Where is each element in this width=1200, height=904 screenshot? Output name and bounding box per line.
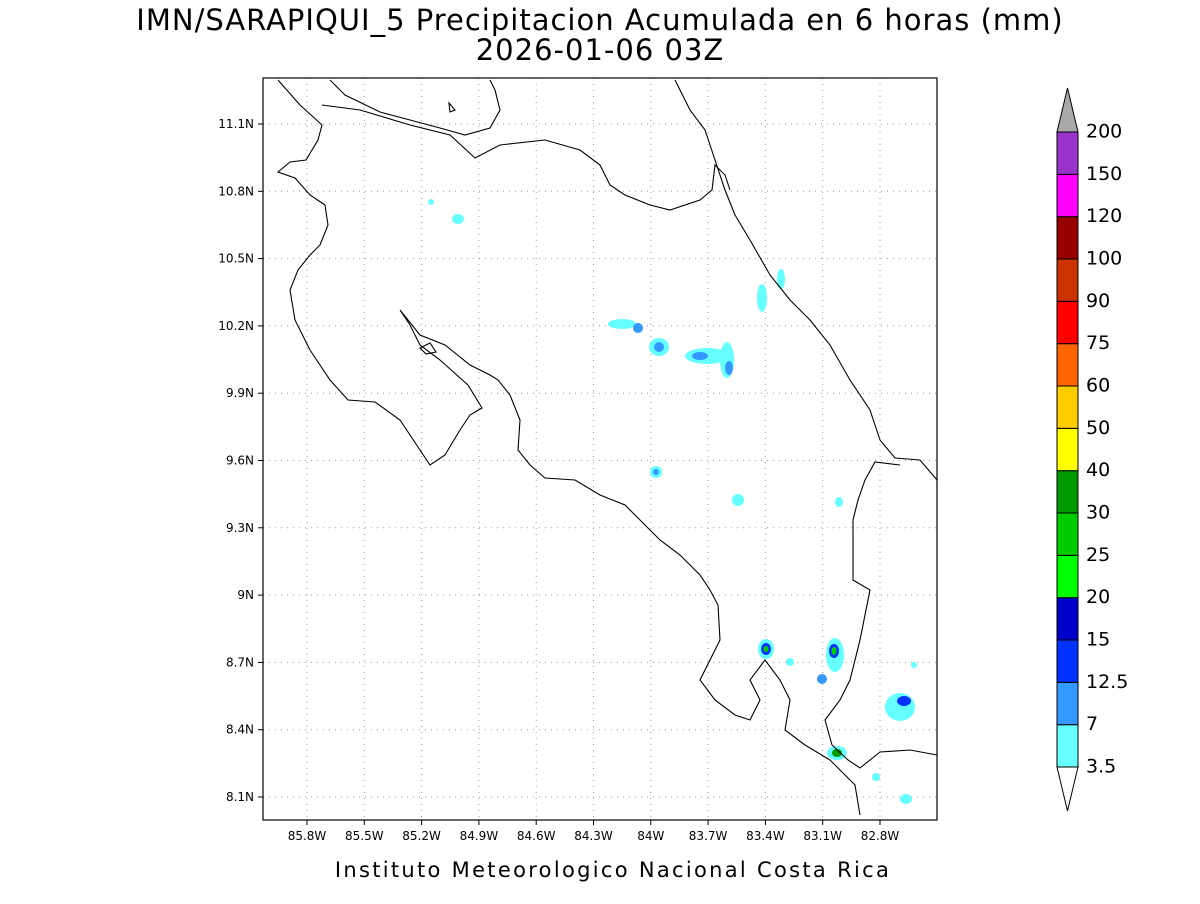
rain-area: [725, 361, 733, 375]
coastline: [276, 79, 938, 816]
rain-area: [911, 662, 917, 668]
coast-line: [448, 101, 456, 113]
precipitation: [428, 199, 917, 804]
colorbar-segment: [1056, 385, 1079, 429]
title: IMN/SARAPIQUI_5 Precipitacion Acumulada …: [136, 3, 1063, 37]
colorbar-segment: [1056, 724, 1079, 768]
colorbar-segment: [1056, 300, 1079, 345]
colorbar-label: 200: [1086, 121, 1122, 143]
colorbar-segment: [1056, 343, 1079, 387]
rain-area: [835, 497, 843, 507]
lat-tick-label: 11.1N: [218, 117, 254, 131]
rain-area: [452, 214, 464, 224]
coast-line: [674, 79, 938, 481]
colorbar-label: 15: [1086, 629, 1110, 651]
colorbar-label: 25: [1086, 544, 1110, 566]
colorbar-label: 40: [1086, 459, 1110, 481]
rain-area: [832, 749, 842, 757]
colorbar-label: 20: [1086, 586, 1110, 608]
coast-line: [276, 79, 861, 816]
colorbar-over: [1056, 87, 1079, 133]
colorbar-label: 3.5: [1086, 756, 1116, 778]
grid: [263, 78, 937, 820]
lat-tick-label: 10.5N: [218, 252, 254, 266]
colorbar-segment: [1056, 554, 1079, 599]
colorbar-label: 90: [1086, 290, 1110, 312]
colorbar-label: 60: [1086, 375, 1110, 397]
lon-tick-label: 82.8W: [861, 829, 900, 843]
colorbar-label: 50: [1086, 417, 1110, 439]
colorbar-label: 30: [1086, 502, 1110, 524]
lon-tick-label: 84.6W: [517, 829, 556, 843]
lat-tick-label: 9.9N: [226, 386, 254, 400]
rain-area: [428, 199, 434, 205]
colorbar-segment: [1056, 681, 1079, 726]
lat-tick-label: 8.7N: [226, 655, 254, 669]
colorbar-segment: [1056, 512, 1079, 556]
rain-area: [732, 494, 744, 506]
colorbar-under: [1056, 766, 1079, 812]
colorbar: 3.5 7 12.5 15 20 25 30 40 50 60 75 90 100 120 150 200: [1056, 87, 1128, 812]
lat-tick-label: 8.4N: [226, 723, 254, 737]
coast-line: [321, 104, 731, 211]
rain-area: [777, 269, 785, 289]
lat-tick-label: 9.3N: [226, 521, 254, 535]
lon-tick-label: 83.7W: [689, 829, 728, 843]
rain-area: [786, 658, 794, 666]
colorbar-label: 75: [1086, 332, 1110, 354]
colorbar-segment: [1056, 427, 1079, 472]
footer: Instituto Meteorologico Nacional Costa R…: [335, 858, 891, 882]
coast-line: [824, 461, 938, 769]
colorbar-label: 12.5: [1086, 671, 1128, 693]
rain-area: [757, 284, 767, 312]
coast-line: [419, 342, 437, 355]
lon-tick-label: 85.5W: [345, 829, 384, 843]
lat-tick-label: 10.8N: [218, 184, 254, 198]
colorbar-segment: [1056, 470, 1079, 514]
colorbar-segment: [1056, 173, 1079, 218]
rain-area: [692, 352, 708, 360]
lat-tick-label: 9N: [237, 588, 254, 602]
map-frame: [262, 77, 938, 821]
axis-labels: 85.8W 85.5W 85.2W 84.9W 84.6W 84.3W 84W 83.7W 83…: [218, 117, 899, 843]
lon-tick-label: 85.8W: [288, 829, 327, 843]
rain-area: [817, 674, 827, 684]
rain-area: [654, 342, 664, 352]
lat-tick-label: 10.2N: [218, 319, 254, 333]
lon-tick-label: 84.3W: [574, 829, 613, 843]
lon-tick-label: 84W: [637, 829, 664, 843]
colorbar-label: 7: [1086, 713, 1098, 735]
colorbar-label: 150: [1086, 163, 1122, 185]
rain-area: [653, 469, 659, 475]
lon-tick-label: 84.9W: [460, 829, 499, 843]
rain-area: [608, 319, 636, 329]
colorbar-segment: [1056, 597, 1079, 641]
coast-line: [329, 79, 501, 136]
rain-area: [872, 773, 880, 781]
rain-area: [897, 696, 911, 706]
subtitle: 2026-01-06 03Z: [476, 33, 725, 67]
colorbar-segment: [1056, 131, 1079, 175]
colorbar-label: 120: [1086, 205, 1122, 227]
rain-area: [900, 794, 912, 804]
rain-area: [831, 647, 837, 655]
lon-tick-label: 85.2W: [402, 829, 441, 843]
rain-area: [633, 323, 643, 333]
colorbar-segment: [1056, 258, 1079, 302]
colorbar-segment: [1056, 639, 1079, 683]
lon-tick-label: 83.1W: [803, 829, 842, 843]
colorbar-segment: [1056, 216, 1079, 260]
lon-tick-label: 83.4W: [746, 829, 785, 843]
rain-area: [763, 646, 769, 652]
lat-tick-label: 8.1N: [226, 790, 254, 804]
lat-tick-label: 9.6N: [226, 454, 254, 468]
colorbar-label: 100: [1086, 248, 1122, 270]
